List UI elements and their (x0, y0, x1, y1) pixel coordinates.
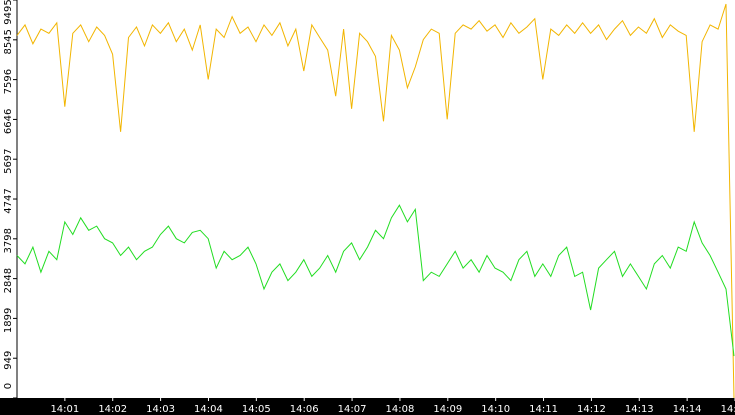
y-tick-label: 949 (3, 351, 14, 370)
y-tick-label: 2848 (3, 268, 14, 293)
x-tick-label: 14:11 (529, 404, 558, 415)
series-line (16, 3, 735, 399)
x-axis-band (0, 398, 735, 415)
y-tick-label: 5697 (3, 148, 14, 173)
x-tick-label: 14:12 (577, 404, 606, 415)
x-tick-label: 14:05 (242, 404, 271, 415)
x-tick-label: 14:06 (290, 404, 319, 415)
series-line (16, 204, 735, 357)
x-tick-label: 14:15 (721, 404, 735, 415)
y-tick-label: 9495 (3, 0, 14, 25)
x-tick-label: 14:07 (338, 404, 367, 415)
y-tick-label: 0 (3, 383, 14, 389)
x-tick-label: 14:03 (146, 404, 175, 415)
x-tick-label: 14:04 (194, 404, 223, 415)
y-tick-label: 8545 (3, 29, 14, 54)
x-tick-label: 14:08 (386, 404, 415, 415)
y-tick-label: 1899 (3, 308, 14, 333)
y-tick-label: 3798 (3, 228, 14, 253)
x-tick-label: 14:01 (50, 404, 79, 415)
x-tick-label: 14:02 (98, 404, 127, 415)
x-tick-label: 14:14 (673, 404, 702, 415)
x-tick-label: 14:10 (481, 404, 510, 415)
y-tick-label: 6646 (3, 109, 14, 134)
x-tick-label: 14:09 (433, 404, 462, 415)
y-tick-label: 4747 (3, 188, 14, 213)
y-tick-label: 7596 (3, 69, 14, 94)
x-tick-label: 14:13 (625, 404, 654, 415)
